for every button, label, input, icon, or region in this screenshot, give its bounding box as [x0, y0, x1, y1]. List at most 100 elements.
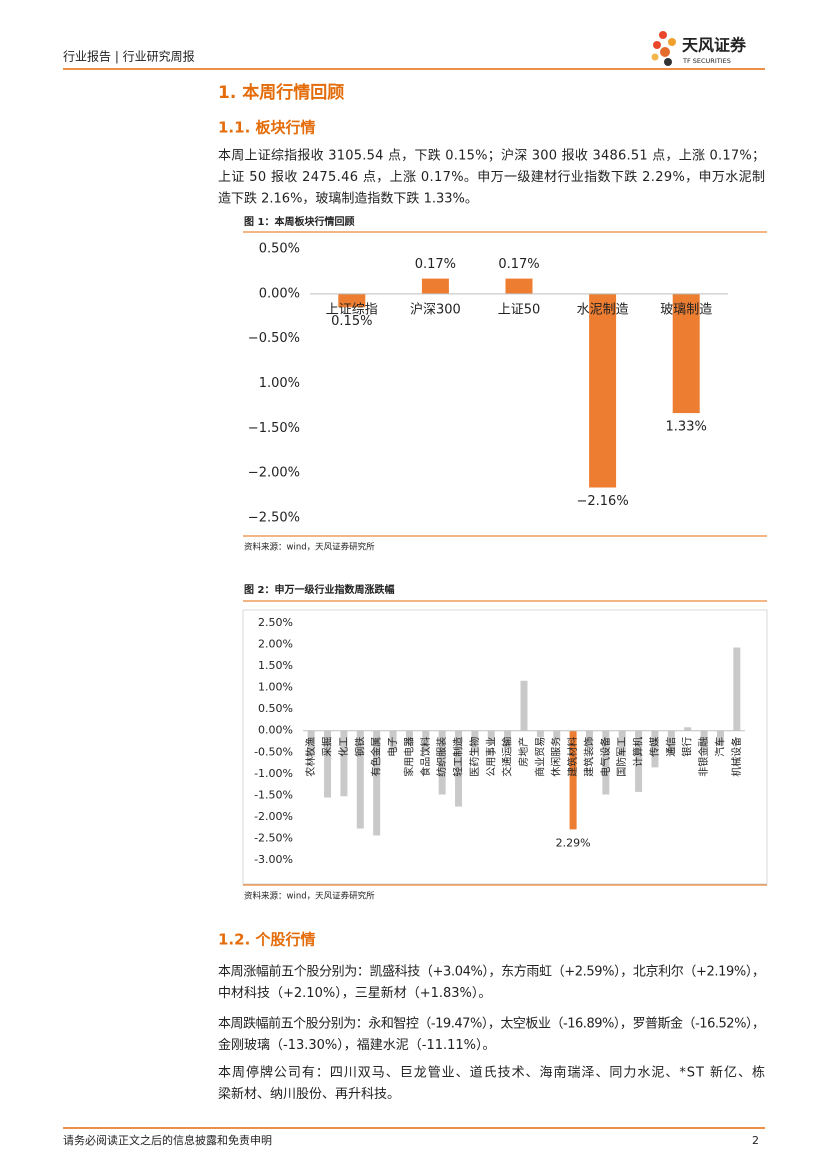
- y-tick-label: -2.50%: [254, 831, 293, 844]
- paragraph-line: 金刚玻璃（-13.30%），福建水泥（-11.11%）。: [218, 1037, 496, 1053]
- bar: [356, 730, 364, 829]
- footer-text: 请务必阅读正文之后的信息披露和免责申明: [63, 1133, 272, 1147]
- x-tick-label: 纺织服装: [435, 737, 448, 777]
- paragraph-line: 本周停牌公司有：四川双马、巨龙管业、道氏技术、海南瑞泽、同力水泥、*ST 新亿、…: [218, 1065, 765, 1081]
- brand-cn: 天风证券: [682, 36, 747, 55]
- bar: [651, 730, 659, 768]
- x-tick-label: 家用电器: [402, 737, 415, 777]
- x-tick-label: 食品饮料: [419, 737, 432, 777]
- value-label: 0.15%: [331, 314, 372, 329]
- subsection-title: 1.2. 个股行情: [218, 931, 316, 949]
- bar: [700, 730, 708, 751]
- y-tick-label: -0.50%: [254, 745, 293, 758]
- bar: [373, 730, 381, 836]
- x-tick-label: 国防军工: [615, 737, 628, 777]
- paragraph-line: 上证 50 报收 2475.46 点，上涨 0.17%。申万一级建材行业指数下跌…: [218, 169, 765, 185]
- bar: [536, 730, 544, 738]
- y-tick-label: 2.50%: [258, 616, 293, 629]
- y-tick-label: -1.50%: [254, 788, 293, 801]
- x-tick-label: 计算机: [632, 737, 645, 767]
- bar: [585, 730, 593, 748]
- x-tick-label: 有色金属: [370, 737, 383, 777]
- header-left: 行业报告 | 行业研究周报: [63, 49, 195, 64]
- x-tick-label: 建筑材料: [566, 737, 579, 777]
- bar: [716, 730, 724, 746]
- y-tick-label: 2.00%: [258, 638, 293, 651]
- figure-source: 资料来源：wind，天风证券研究所: [244, 891, 375, 902]
- bar: [438, 730, 446, 795]
- bar: [324, 730, 332, 798]
- x-tick-label: 商业贸易: [533, 737, 546, 777]
- y-tick-label: 0.50%: [259, 242, 300, 257]
- x-tick-label: 非银金融: [697, 737, 710, 777]
- y-tick-label: 0.50%: [258, 702, 293, 715]
- x-tick-label: 采掘: [321, 737, 334, 757]
- y-tick-label: 0.00%: [259, 286, 300, 301]
- bar: [504, 730, 512, 748]
- value-label: 0.17%: [415, 257, 456, 272]
- y-tick-label: -2.00%: [254, 810, 293, 823]
- y-tick-label: -1.00%: [254, 767, 293, 780]
- bar: [307, 730, 315, 757]
- x-tick-label: 公用事业: [484, 737, 497, 777]
- paragraph-line: 中材科技（+2.10%），三星新材（+1.83%）。: [218, 985, 491, 1001]
- y-tick-label: −1.50%: [248, 421, 300, 436]
- x-tick-label: 建筑装饰: [582, 737, 595, 777]
- paragraph-line: 梁新材、纳川股份、再升科技。: [218, 1086, 400, 1102]
- value-label: 1.33%: [666, 420, 707, 435]
- bar: [602, 730, 610, 795]
- x-tick-label: 沪深300: [410, 301, 461, 317]
- bar: [569, 730, 577, 830]
- y-tick-label: −2.00%: [248, 466, 300, 481]
- bar: [340, 730, 348, 797]
- subsection-title: 1.1. 板块行情: [218, 119, 316, 137]
- x-tick-label: 电子: [386, 737, 399, 757]
- x-tick-label: 汽车: [713, 737, 726, 757]
- page-number: 2: [752, 1134, 759, 1147]
- bar: [338, 293, 366, 308]
- x-tick-label: 通信: [665, 737, 677, 757]
- x-tick-label: 房地产: [517, 737, 530, 767]
- figure-caption: 图 1：本周板块行情回顾: [244, 215, 354, 228]
- paragraph-line: 造下跌 2.16%，玻璃制造指数下跌 1.33%。: [218, 191, 478, 207]
- bar: [389, 730, 397, 751]
- y-tick-label: 1.00%: [259, 376, 300, 391]
- x-tick-label: 医药生物: [468, 737, 481, 777]
- paragraph-line: 本周跌幅前五个股分别为：永和智控（-19.47%），太空板业（-16.89%），…: [218, 1016, 765, 1032]
- y-tick-label: −0.50%: [248, 331, 300, 346]
- bar: [487, 730, 495, 744]
- x-tick-label: 休闲服务: [550, 737, 563, 777]
- y-tick-label: −2.50%: [248, 511, 300, 526]
- x-tick-label: 机械设备: [730, 737, 743, 777]
- figure-source: 资料来源：wind，天风证券研究所: [244, 542, 375, 553]
- bar: [520, 680, 528, 731]
- x-tick-label: 农林牧渔: [304, 737, 317, 777]
- paragraph-line: 本周涨幅前五个股分别为：凯盛科技（+3.04%），东方雨虹（+2.59%），北京…: [218, 964, 765, 980]
- bar: [505, 278, 533, 294]
- x-tick-label: 电气设备: [599, 737, 612, 777]
- x-tick-label: 上证综指: [326, 302, 378, 317]
- brand-en: TF SECURITIES: [682, 57, 731, 65]
- bar: [684, 727, 692, 731]
- value-label: 0.17%: [498, 257, 539, 272]
- y-tick-label: 1.00%: [258, 681, 293, 694]
- x-tick-label: 交通运输: [501, 737, 514, 777]
- x-tick-label: 轻工制造: [452, 737, 465, 777]
- bar: [553, 730, 561, 740]
- x-tick-label: 玻璃制造: [660, 302, 712, 317]
- figure-caption: 图 2：申万一级行业指数周涨跌幅: [244, 583, 394, 596]
- y-tick-label: 1.50%: [258, 659, 293, 672]
- bar: [589, 293, 617, 488]
- bar: [667, 730, 675, 755]
- bar: [455, 730, 463, 807]
- logo: [651, 31, 676, 66]
- bar: [471, 730, 479, 753]
- x-tick-label: 钢铁: [353, 737, 366, 757]
- bar: [618, 730, 626, 757]
- x-tick-label: 上证50: [498, 302, 541, 317]
- x-tick-label: 水泥制造: [577, 302, 629, 317]
- chart-frame: [242, 609, 768, 885]
- section-title: 1. 本周行情回顾: [218, 82, 344, 103]
- bar: [733, 647, 741, 731]
